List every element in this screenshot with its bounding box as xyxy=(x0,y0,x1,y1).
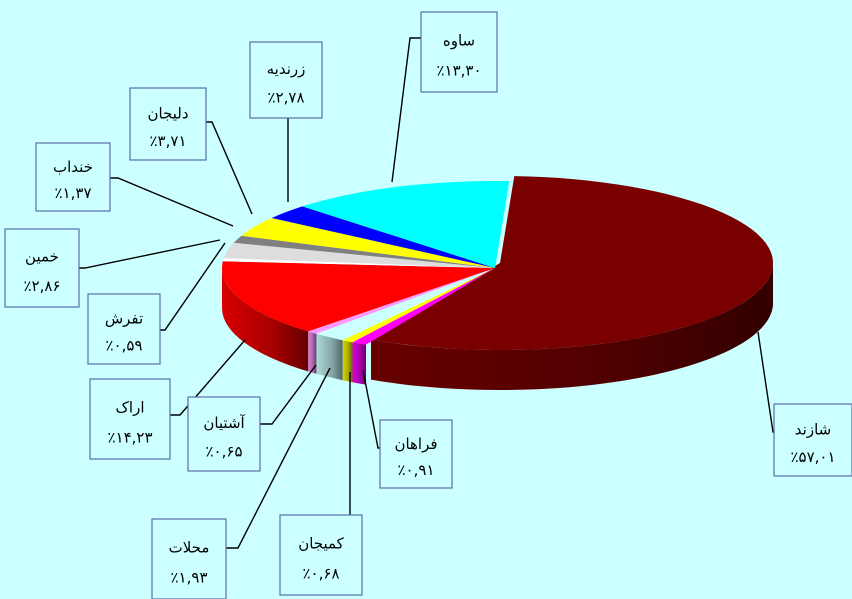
pie-slice-تفرش xyxy=(222,258,495,268)
data-label-value: ٪۱۳,۳۰ xyxy=(436,62,481,80)
data-label-خمین: خمین ٪۲,۸۶ xyxy=(4,228,80,308)
pie-side-shade-کمیجان xyxy=(342,340,353,383)
data-label-name: تفرش xyxy=(105,310,143,328)
data-label-دلیجان: دلیجان ٪۳,۷۱ xyxy=(129,87,207,161)
data-label-value: ٪۰,۹۱ xyxy=(398,461,435,479)
pie-side-shade-شازند xyxy=(371,263,773,390)
data-label-value: ٪۵۷,۰۱ xyxy=(790,448,835,466)
data-label-value: ٪۱,۹۳ xyxy=(171,569,208,587)
data-label-ساوه: ساوه ٪۱۳,۳۰ xyxy=(420,11,498,93)
pie-side-shade-محلات xyxy=(316,333,343,381)
data-label-box xyxy=(4,228,80,308)
data-label-box xyxy=(129,87,207,161)
data-label-box xyxy=(35,142,111,212)
data-label-value: ٪۰,۶۵ xyxy=(206,442,243,460)
pie-side-shade-آشتیان xyxy=(308,331,317,374)
leader-line-تفرش xyxy=(160,242,226,331)
data-label-محلات: محلات ٪۱,۹۳ xyxy=(151,518,227,599)
data-label-value: ٪۱,۳۷ xyxy=(55,184,92,202)
data-label-اراک: اراک ٪۱۴,۲۳ xyxy=(89,378,171,460)
data-label-تفرش: تفرش ٪۰,۵۹ xyxy=(87,293,161,365)
data-label-name: خنداب xyxy=(53,158,93,176)
data-label-آشتیان: آشتیان ٪۰,۶۵ xyxy=(187,396,261,472)
data-label-value: ٪۱۴,۲۳ xyxy=(107,429,152,447)
leader-line-اراک xyxy=(170,339,246,416)
pie-slice-کمیجان xyxy=(342,268,495,343)
leader-line-خنداب xyxy=(110,177,234,227)
data-label-value: ٪۲,۸۶ xyxy=(24,277,61,295)
leader-line-ساوه xyxy=(391,37,421,183)
leader-line-محلات xyxy=(226,367,331,549)
data-label-name: آشتیان xyxy=(203,414,245,432)
pie-slice-آشتیان xyxy=(308,268,495,334)
data-label-فراهان: فراهان ٪۰,۹۱ xyxy=(379,419,453,489)
pie-slice-اراک xyxy=(221,261,495,332)
leader-line-دلیجان xyxy=(206,121,253,215)
data-label-value: ٪۰,۵۹ xyxy=(106,336,143,354)
pie-side-shade-فراهان xyxy=(352,342,367,385)
leader-line-خمین xyxy=(79,239,221,269)
data-label-value: ٪۰,۶۸ xyxy=(303,565,340,583)
data-label-کمیجان: کمیجان ٪۰,۶۸ xyxy=(279,514,363,596)
leader-lines xyxy=(79,37,792,549)
data-label-زرندیه: زرندیه ٪۲,۷۸ xyxy=(249,41,323,119)
data-label-name: ساوه xyxy=(443,31,475,49)
data-label-box xyxy=(151,518,227,599)
pie-slice-خمین xyxy=(223,242,495,268)
pie-side-shade-اراک xyxy=(222,268,309,372)
data-label-value: ٪۲,۷۸ xyxy=(268,89,305,107)
data-label-شازند: شازند ٪۵۷,۰۱ xyxy=(773,403,852,477)
data-label-name: شازند xyxy=(795,420,831,438)
data-labels: شازند ٪۵۷,۰۱ فراهان ٪۰,۹۱ کمیجان ٪۰,۶۸ محلات ٪۱… xyxy=(4,11,852,599)
pie-slice-زرندیه xyxy=(271,206,495,268)
leader-line-فراهان xyxy=(362,369,382,449)
data-label-name: دلیجان xyxy=(147,104,188,122)
pie-slice-ساوه xyxy=(302,181,510,268)
data-label-box xyxy=(187,396,261,472)
data-label-box xyxy=(420,11,498,93)
data-label-box xyxy=(249,41,323,119)
pie-top xyxy=(221,176,774,350)
data-label-box xyxy=(89,378,171,460)
data-label-box xyxy=(87,293,161,365)
data-label-box xyxy=(279,514,363,596)
data-label-name: خمین xyxy=(25,248,59,266)
pie-depth xyxy=(222,263,773,390)
data-label-box xyxy=(379,419,453,489)
data-label-خنداب: خنداب ٪۱,۳۷ xyxy=(35,142,111,212)
pie-slice-شازند xyxy=(371,176,774,350)
leader-line-آشتیان xyxy=(260,364,317,425)
pie-slice-محلات xyxy=(316,268,495,341)
pie-slice-فراهان xyxy=(352,268,495,345)
data-label-name: اراک xyxy=(115,398,144,416)
pie-slice-دلیجان xyxy=(241,217,495,268)
pie-slice-خنداب xyxy=(233,235,495,268)
data-label-name: محلات xyxy=(169,538,210,556)
data-label-value: ٪۳,۷۱ xyxy=(150,132,187,150)
data-label-name: زرندیه xyxy=(267,60,306,78)
data-label-name: فراهان xyxy=(394,435,437,453)
data-label-box xyxy=(773,403,852,477)
data-label-name: کمیجان xyxy=(298,534,344,552)
